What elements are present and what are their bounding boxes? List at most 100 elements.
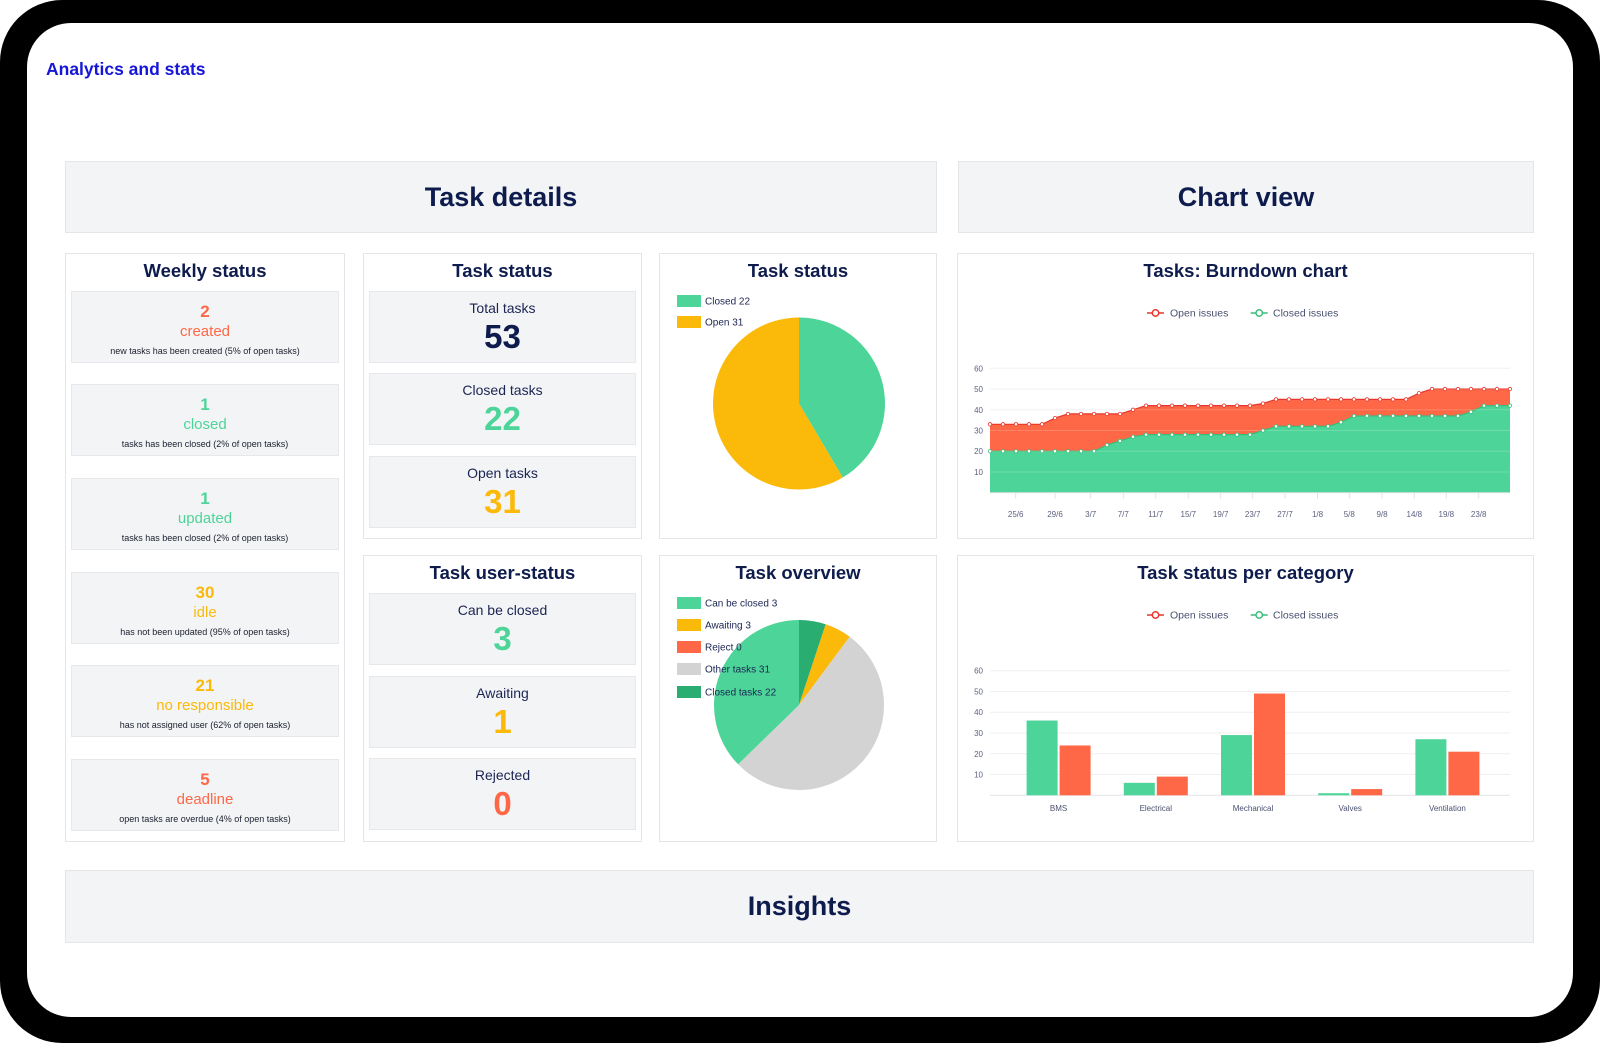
chart-title: Task status <box>747 260 849 281</box>
data-point <box>1130 434 1136 439</box>
data-point <box>1091 411 1097 417</box>
stat-label: Total tasks <box>469 300 536 316</box>
data-point <box>1403 413 1409 419</box>
data-point <box>1182 432 1188 437</box>
y-tick-label: 20 <box>974 447 983 456</box>
data-point <box>1377 397 1383 402</box>
data-point <box>1104 411 1110 417</box>
data-point <box>1468 386 1474 392</box>
category-label: Ventilation <box>1429 804 1466 813</box>
data-point <box>1429 386 1435 392</box>
category-label: Valves <box>1338 804 1361 813</box>
y-tick-label: 40 <box>974 708 983 717</box>
data-point <box>987 422 993 427</box>
data-point <box>1260 401 1266 406</box>
legend-swatch <box>677 597 701 609</box>
stat-awaiting: Awaiting 1 <box>369 676 636 748</box>
bar-group-bms <box>1026 720 1091 796</box>
data-point <box>1026 449 1032 454</box>
y-tick-label: 30 <box>974 427 983 436</box>
data-point <box>1429 413 1435 419</box>
data-point <box>1195 403 1201 408</box>
pie-slice-closed <box>799 317 885 478</box>
bar-open-issues <box>1059 745 1091 796</box>
stat-value: 0 <box>493 785 512 822</box>
legend-label: Open issues <box>1170 610 1228 622</box>
data-point <box>1169 432 1175 437</box>
stat-value: 5 <box>200 770 210 789</box>
data-point <box>1351 413 1357 419</box>
bar-closed-issues <box>1221 735 1252 796</box>
data-point <box>1403 397 1409 402</box>
stat-value: 2 <box>200 302 210 321</box>
stat-description: tasks has been closed (2% of open tasks) <box>121 533 289 543</box>
x-tick-label: 27/7 <box>1277 510 1293 519</box>
data-point <box>1182 403 1188 408</box>
y-tick-label: 50 <box>974 385 983 394</box>
y-tick-label: 60 <box>974 364 983 373</box>
stat-value: 1 <box>493 703 512 740</box>
pie-legend: Closed 22 Open 31 <box>677 295 750 329</box>
pie-legend: Can be closed 3 Awaiting 3 Reject 0 Other t… <box>677 597 778 699</box>
data-point <box>1143 432 1149 437</box>
data-point <box>1013 449 1019 454</box>
data-point <box>1208 432 1214 437</box>
data-point <box>1260 428 1266 433</box>
category-label: Electrical <box>1140 804 1173 813</box>
data-point <box>1026 422 1032 427</box>
chart-title: Task status per category <box>1137 562 1354 583</box>
data-point <box>1364 397 1370 402</box>
stat-description: has not been updated (95% of open tasks) <box>120 627 290 637</box>
stat-open-tasks: Open tasks 31 <box>369 456 636 528</box>
pie-slices <box>712 317 885 490</box>
legend-item-open-issues: Open issues <box>1147 308 1228 320</box>
legend-label: Closed tasks 22 <box>705 688 777 699</box>
burndown-chart-card: Tasks: Burndown chart Open issues Closed … <box>957 253 1534 539</box>
legend-point-marker <box>1255 611 1264 619</box>
section-title: Task details <box>424 181 578 212</box>
weekly-stat-idle: 30 idle has not been updated (95% of ope… <box>71 572 339 644</box>
pie-slice-awaiting <box>799 624 850 705</box>
legend-point-marker <box>1255 309 1264 317</box>
data-point <box>1039 449 1045 454</box>
grid-overlay <box>990 367 1510 473</box>
screen: Analytics and stats Task details Chart v… <box>27 23 1573 1017</box>
task-overview-pie-card: Task overview Can be closed 3 Awaiting 3 R… <box>659 555 937 842</box>
stat-label: no responsible <box>156 697 254 714</box>
stat-value: 31 <box>484 483 521 520</box>
section-header-task-details: Task details <box>65 161 937 233</box>
bar-closed-issues <box>1123 782 1155 796</box>
weekly-status-card: Weekly status 2 created new tasks has be… <box>65 253 345 842</box>
x-tick-label: 11/7 <box>1148 510 1164 519</box>
legend-label: Closed issues <box>1273 610 1338 622</box>
data-point <box>1169 403 1175 408</box>
data-point <box>1247 403 1253 408</box>
legend-swatch <box>677 663 701 675</box>
stat-value: 21 <box>195 676 215 695</box>
card-title: Task user-status <box>429 562 576 583</box>
stat-value: 53 <box>484 318 521 355</box>
data-point <box>1234 403 1240 408</box>
pie-slice-closed-tasks <box>713 620 799 765</box>
stat-label: Closed tasks <box>462 382 543 398</box>
x-tick-label: 1/8 <box>1312 510 1324 519</box>
legend-swatch <box>677 641 701 653</box>
y-tick-label: 50 <box>974 687 983 696</box>
legend-label: Open 31 <box>705 318 744 329</box>
legend-label: Reject 0 <box>705 643 742 654</box>
legend-item-open-issues: Open issues <box>1147 610 1228 622</box>
section-title: Chart view <box>1177 181 1315 212</box>
x-tick-label: 3/7 <box>1085 510 1097 519</box>
legend-swatch <box>677 619 701 631</box>
task-status-pie-card: Task status Closed 22 Open 31 <box>659 253 937 539</box>
legend-label: Closed issues <box>1273 308 1338 320</box>
data-point <box>1221 432 1227 437</box>
data-point <box>1286 397 1292 402</box>
x-tick-label: 7/7 <box>1118 510 1130 519</box>
y-tick-label: 10 <box>974 771 983 780</box>
bar-closed-issues <box>1026 720 1058 796</box>
data-point <box>1091 449 1097 454</box>
legend-swatch <box>677 316 701 328</box>
stat-can-be-closed: Can be closed 3 <box>369 593 636 665</box>
burndown-chart: Open issues Closed issues 10 20 30 40 50 60 25/6… <box>974 308 1513 519</box>
